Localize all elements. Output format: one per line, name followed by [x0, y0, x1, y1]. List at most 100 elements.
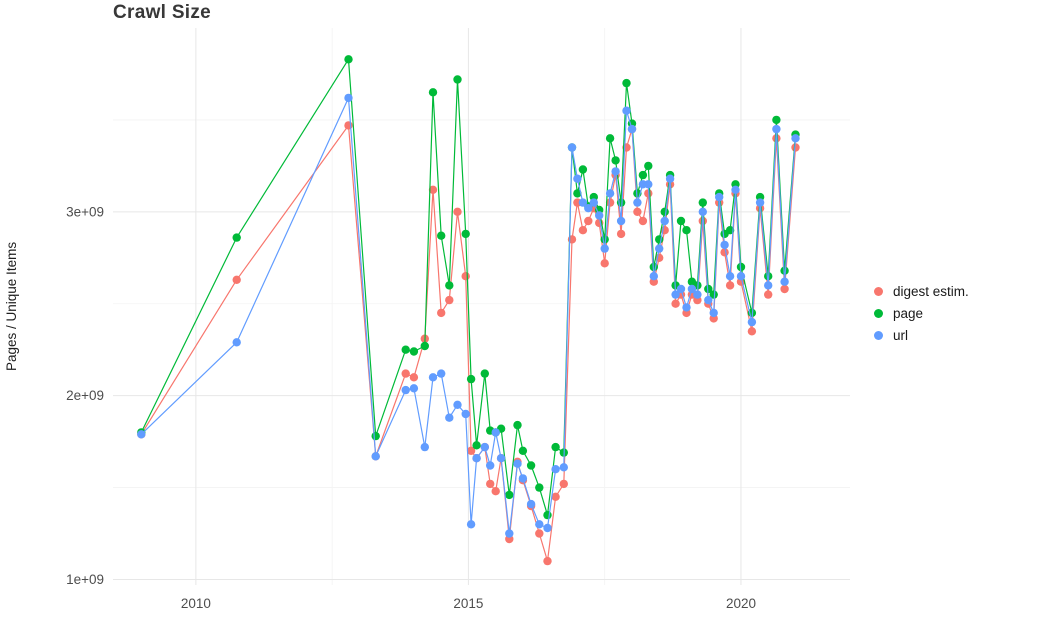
data-point [371, 431, 380, 441]
data-point [791, 143, 800, 152]
data-point [676, 284, 686, 294]
data-point [780, 277, 789, 286]
legend-label-page: page [893, 306, 924, 321]
legend-label-digest-estim: digest estim. [893, 284, 969, 299]
data-point [437, 231, 446, 240]
y-tick-label: 2e+09 [66, 388, 104, 403]
data-point [791, 134, 800, 143]
data-point [491, 428, 500, 437]
data-point [725, 272, 735, 281]
data-point [453, 400, 462, 409]
data-point [401, 385, 410, 395]
series-url [137, 93, 800, 538]
data-point [747, 327, 757, 336]
data-point [578, 226, 588, 235]
data-point [461, 272, 470, 281]
data-point [622, 106, 631, 115]
data-point [600, 244, 609, 253]
data-point [232, 275, 241, 284]
data-point [445, 281, 454, 290]
data-point [698, 198, 707, 207]
data-point [578, 165, 588, 174]
data-point [616, 229, 626, 239]
data-point [665, 174, 675, 183]
data-point [344, 121, 353, 130]
data-point [445, 413, 454, 422]
data-point [466, 446, 476, 455]
data-point [437, 369, 446, 378]
data-point [584, 216, 593, 226]
data-point [644, 180, 653, 189]
data-point [573, 174, 582, 183]
data-point [543, 556, 552, 566]
data-point [611, 167, 620, 176]
data-point [559, 463, 568, 472]
data-point [453, 75, 462, 84]
data-point [543, 510, 552, 520]
data-point [472, 441, 481, 450]
legend: digest estim. page url [874, 284, 969, 343]
data-point [535, 483, 544, 492]
x-tick-label: 2020 [726, 596, 756, 611]
data-point [709, 290, 718, 299]
data-point [764, 281, 773, 290]
data-point [671, 290, 680, 299]
data-point [764, 290, 773, 299]
data-point [480, 369, 489, 378]
gridlines-minor [113, 28, 850, 585]
data-point [401, 345, 410, 354]
data-point [472, 454, 481, 463]
data-point [466, 374, 476, 384]
data-point [505, 529, 514, 538]
data-point [693, 290, 702, 299]
data-point [461, 229, 470, 239]
data-point [584, 204, 593, 213]
data-point [420, 341, 429, 351]
legend-item-page: page [874, 306, 969, 321]
data-point [486, 479, 495, 489]
data-point [371, 452, 380, 461]
data-point [578, 198, 588, 207]
data-point [526, 461, 536, 470]
data-point [600, 235, 609, 244]
data-point [660, 216, 669, 226]
series-line [140, 97, 797, 535]
data-point [344, 55, 353, 64]
x-tick-label: 2015 [453, 596, 483, 611]
data-point [409, 384, 419, 393]
data-point [676, 216, 686, 226]
data-point [725, 281, 735, 290]
data-point [704, 295, 713, 305]
data-point [736, 272, 746, 281]
y-tick-label: 3e+09 [66, 204, 104, 219]
data-point [513, 459, 522, 468]
data-point [682, 226, 691, 235]
data-point [551, 465, 560, 474]
data-point [709, 308, 718, 318]
data-point [638, 170, 648, 180]
data-point [420, 442, 429, 452]
data-point [535, 520, 544, 529]
data-point [453, 207, 462, 216]
data-point [559, 479, 568, 489]
page-key-icon [874, 309, 883, 318]
data-point [409, 347, 419, 356]
data-point [638, 216, 648, 226]
data-point [573, 189, 582, 198]
data-point [513, 420, 522, 430]
data-point [687, 284, 697, 294]
data-point [633, 207, 642, 216]
data-point [445, 295, 454, 305]
data-point [747, 317, 757, 327]
data-point [466, 520, 476, 529]
data-point [755, 198, 765, 207]
data-point [725, 226, 735, 235]
data-point [589, 198, 598, 207]
data-point [616, 216, 626, 226]
data-point [505, 490, 514, 500]
data-point [627, 124, 637, 134]
series-page [137, 55, 800, 520]
data-point [518, 446, 528, 455]
data-point [486, 461, 495, 470]
